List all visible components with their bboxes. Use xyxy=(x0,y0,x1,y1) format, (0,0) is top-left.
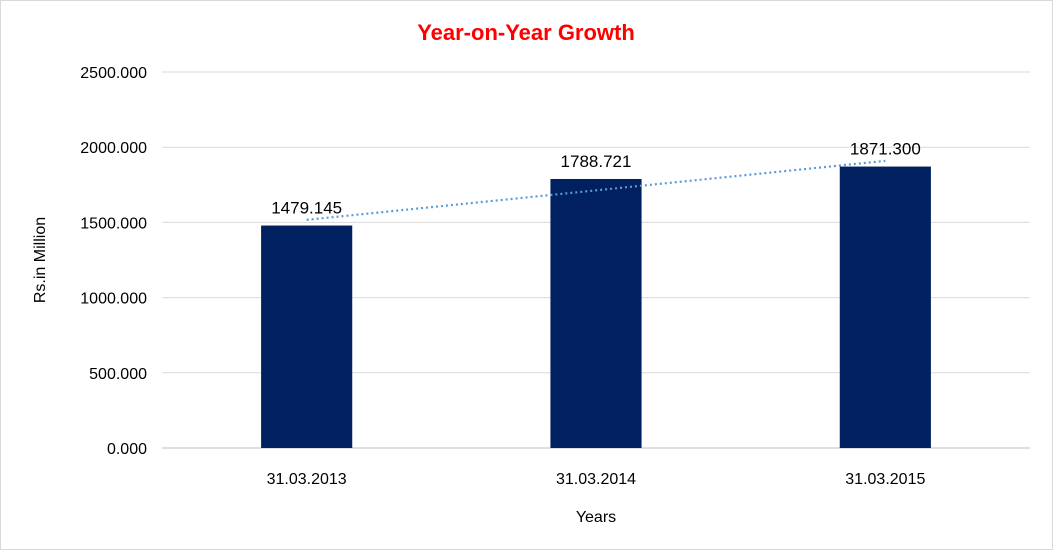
bars xyxy=(261,166,931,449)
bar xyxy=(550,178,642,448)
data-label: 1479.145 xyxy=(271,199,342,218)
y-axis-label: Rs.in Million xyxy=(32,217,49,303)
bar xyxy=(839,166,931,449)
y-tick-label: 500.000 xyxy=(89,366,147,383)
x-tick-label: 31.03.2014 xyxy=(556,471,636,488)
y-tick-label: 2000.000 xyxy=(80,140,147,157)
x-axis-ticks: 31.03.2013 31.03.2014 31.03.2015 xyxy=(267,471,926,488)
chart-title: Year-on-Year Growth xyxy=(417,20,635,45)
x-tick-label: 31.03.2013 xyxy=(267,471,347,488)
data-label: 1788.721 xyxy=(561,152,632,171)
data-labels: 1479.145 1788.721 1871.300 xyxy=(271,140,921,218)
y-axis-ticks: 0.000 500.000 1000.000 1500.000 2000.000 2500… xyxy=(80,65,147,458)
x-axis-label: Years xyxy=(576,509,616,526)
y-tick-label: 1500.000 xyxy=(80,215,147,232)
y-tick-label: 1000.000 xyxy=(80,291,147,308)
trendline xyxy=(306,159,886,221)
y-tick-label: 2500.000 xyxy=(80,65,147,82)
bar xyxy=(261,225,353,448)
data-label: 1871.300 xyxy=(850,140,921,159)
y-tick-label: 0.000 xyxy=(107,441,147,458)
x-tick-label: 31.03.2015 xyxy=(845,471,925,488)
